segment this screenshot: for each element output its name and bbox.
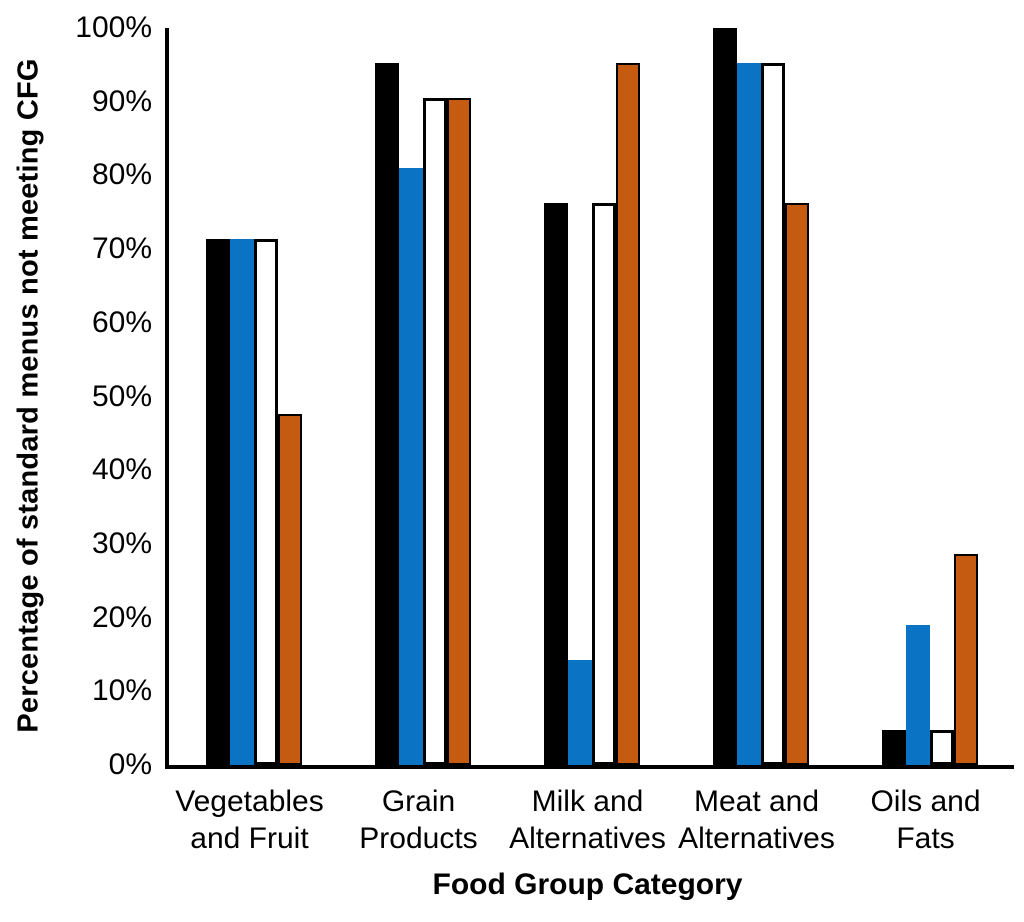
category-label-oils-and-fats: Oils and Fats [870, 785, 981, 855]
category-label-milk-and-alternatives: Milk and Alternatives [509, 785, 666, 855]
y-tick-label-50: 50% [91, 379, 152, 413]
y-tick-label-10: 10% [91, 674, 152, 708]
y-tick-label-30: 30% [91, 526, 152, 560]
bar-group-vegetables-and-fruit [169, 28, 338, 765]
plot-area [165, 28, 1014, 769]
bar-black-vegetables-and-fruit [205, 238, 230, 765]
bar-orange-meat-and-alternatives [784, 203, 809, 765]
y-tick-label-60: 60% [91, 305, 152, 339]
bar-group-milk-and-alternatives [507, 28, 676, 765]
category-label-vegetables-and-fruit: Vegetables and Fruit [175, 785, 324, 855]
y-tick-label-40: 40% [91, 453, 152, 487]
y-axis-title: Percentage of standard menus not meeting… [0, 20, 58, 770]
bar-white-oils-and-fats [929, 729, 954, 765]
bar-orange-milk-and-alternatives [615, 63, 640, 765]
y-tick-label-90: 90% [91, 84, 152, 118]
category-label-grain-products: Grain Products [359, 785, 478, 855]
bar-blue-vegetables-and-fruit [229, 238, 254, 765]
bar-blue-milk-and-alternatives [567, 659, 592, 765]
bar-white-meat-and-alternatives [760, 63, 785, 765]
bar-black-meat-and-alternatives [712, 28, 737, 765]
bar-orange-oils-and-fats [953, 554, 978, 765]
category-label-meat-and-alternatives: Meat and Alternatives [678, 785, 835, 855]
bar-group-meat-and-alternatives [676, 28, 845, 765]
bar-white-milk-and-alternatives [591, 203, 616, 765]
bar-black-grain-products [374, 63, 399, 765]
bar-blue-grain-products [398, 168, 423, 765]
bar-white-vegetables-and-fruit [253, 238, 278, 765]
bar-blue-meat-and-alternatives [736, 63, 761, 765]
y-tick-label-80: 80% [91, 158, 152, 192]
bar-orange-grain-products [446, 98, 471, 765]
y-axis-title-text: Percentage of standard menus not meeting… [12, 57, 45, 733]
bar-orange-vegetables-and-fruit [277, 414, 302, 765]
bar-white-grain-products [422, 98, 447, 765]
bar-group-grain-products [338, 28, 507, 765]
y-tick-label-70: 70% [91, 232, 152, 266]
x-axis-title: Food Group Category [432, 868, 743, 901]
bar-black-oils-and-fats [881, 729, 906, 765]
bar-blue-oils-and-fats [905, 624, 930, 765]
bar-black-milk-and-alternatives [543, 203, 568, 765]
y-tick-label-100: 100% [75, 11, 152, 44]
y-tick-label-0: 0% [108, 748, 152, 781]
bar-group-oils-and-fats [845, 28, 1014, 765]
y-tick-label-20: 20% [91, 600, 152, 634]
